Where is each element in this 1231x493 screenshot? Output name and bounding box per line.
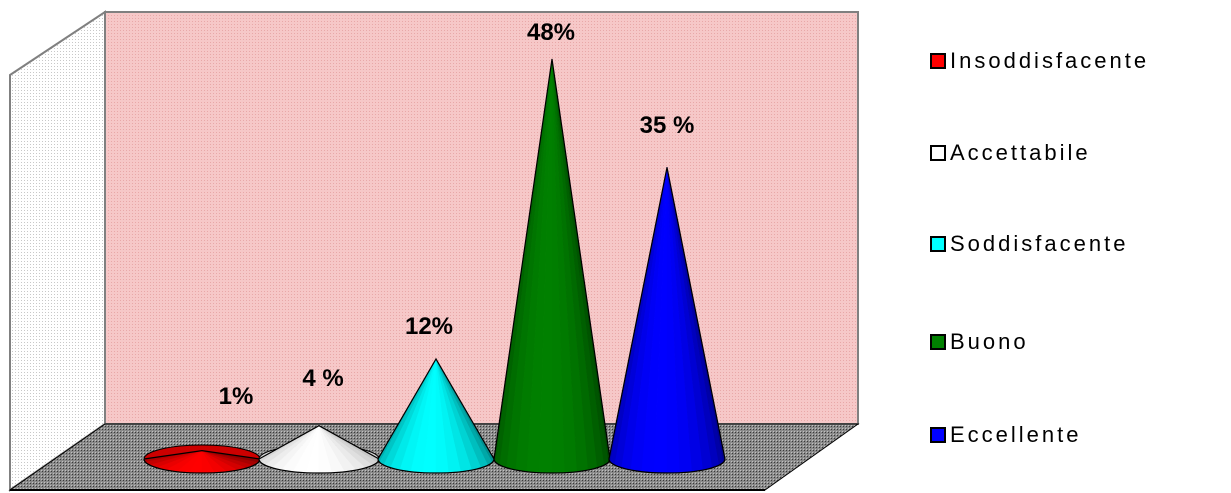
cone-outline <box>258 424 380 474</box>
cone-buono <box>493 58 611 474</box>
cone-outline <box>608 167 726 474</box>
cone-insoddisfacente <box>143 444 261 474</box>
cone-chart: 1% 4 % 12% 48% 35 % <box>8 10 860 492</box>
legend-item-eccellente: Eccellente <box>930 422 1082 448</box>
legend: Insoddisfacente Accettabile Soddisfacente B… <box>930 0 1230 493</box>
legend-swatch <box>930 236 946 252</box>
back-wall <box>104 11 859 425</box>
cone-outline <box>377 357 495 474</box>
legend-item-soddisfacente: Soddisfacente <box>930 231 1128 257</box>
data-label-soddisfacente: 12% <box>405 313 453 340</box>
legend-label: Soddisfacente <box>950 231 1129 256</box>
legend-label: Eccellente <box>950 422 1082 447</box>
legend-label: Accettabile <box>950 140 1091 165</box>
side-wall <box>9 10 106 492</box>
legend-swatch <box>930 427 946 443</box>
cone-outline <box>493 58 611 474</box>
legend-swatch <box>930 334 946 350</box>
legend-label: Insoddisfacente <box>950 48 1150 73</box>
cone-accettabile <box>258 424 380 474</box>
legend-swatch <box>930 53 946 69</box>
legend-item-accettabile: Accettabile <box>930 140 1091 166</box>
data-label-accettabile: 4 % <box>302 365 343 392</box>
data-label-insoddisfacente: 1% <box>219 383 254 410</box>
legend-item-buono: Buono <box>930 329 1029 355</box>
cone-outline <box>143 450 261 474</box>
legend-swatch <box>930 145 946 161</box>
legend-item-insoddisfacente: Insoddisfacente <box>930 48 1149 74</box>
cone-eccellente <box>608 167 726 474</box>
data-label-eccellente: 35 % <box>640 112 695 139</box>
legend-label: Buono <box>950 329 1029 354</box>
data-label-buono: 48% <box>527 19 575 46</box>
cone-soddisfacente <box>377 357 495 474</box>
